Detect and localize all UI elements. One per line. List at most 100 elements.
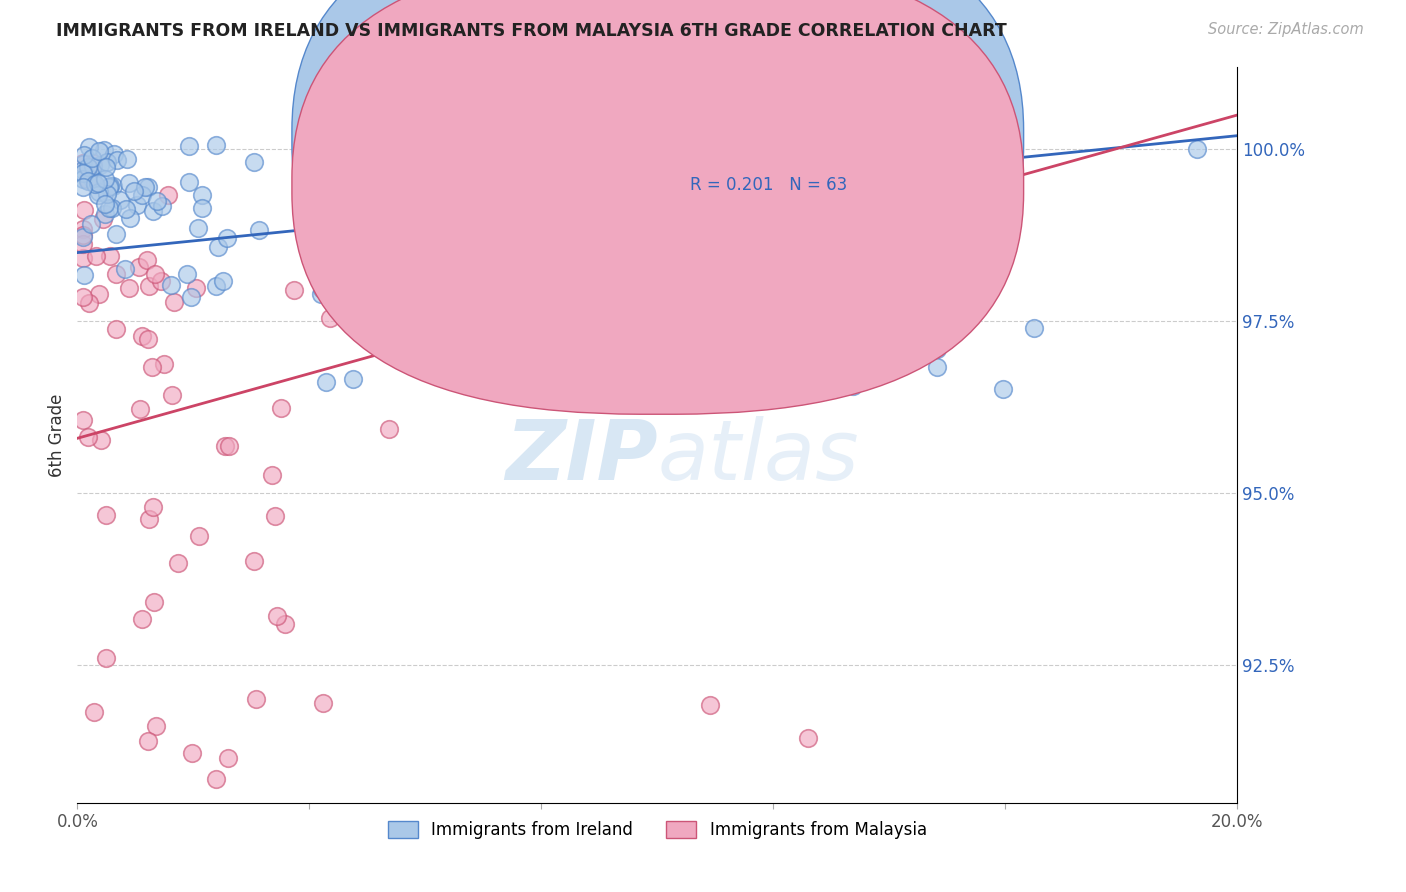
- Point: [134, 179, 156, 194]
- Point: [993, 382, 1015, 396]
- Text: R = 0.201   N = 63: R = 0.201 N = 63: [689, 177, 846, 194]
- Point: [105, 267, 128, 281]
- Point: [82, 151, 104, 165]
- Point: [73, 147, 96, 161]
- Point: [176, 267, 198, 281]
- Point: [131, 329, 153, 343]
- Point: [91, 211, 114, 226]
- Point: [97, 201, 120, 215]
- Point: [157, 187, 180, 202]
- Point: [314, 263, 336, 277]
- Point: [83, 178, 105, 192]
- Point: [378, 422, 401, 436]
- Point: [422, 212, 444, 227]
- Point: [120, 211, 142, 226]
- Point: [77, 296, 100, 310]
- Point: [927, 359, 949, 374]
- Point: [927, 342, 949, 356]
- Text: Source: ZipAtlas.com: Source: ZipAtlas.com: [1208, 22, 1364, 37]
- Point: [105, 153, 128, 167]
- Point: [77, 172, 100, 186]
- Point: [96, 186, 118, 201]
- FancyBboxPatch shape: [292, 0, 1024, 367]
- Point: [142, 500, 165, 515]
- Point: [72, 156, 94, 170]
- Point: [131, 612, 153, 626]
- Point: [72, 268, 94, 282]
- Point: [187, 221, 209, 235]
- Point: [274, 616, 297, 631]
- Point: [84, 249, 107, 263]
- Point: [150, 274, 173, 288]
- FancyBboxPatch shape: [292, 0, 1024, 414]
- Point: [205, 138, 228, 153]
- Point: [72, 251, 94, 265]
- Point: [89, 157, 111, 171]
- Point: [94, 197, 117, 211]
- Point: [699, 698, 721, 713]
- Point: [311, 282, 333, 296]
- Point: [87, 286, 110, 301]
- Point: [177, 139, 200, 153]
- Point: [131, 187, 153, 202]
- Point: [247, 222, 270, 236]
- Point: [87, 188, 110, 202]
- Point: [263, 508, 285, 523]
- Point: [94, 508, 117, 522]
- Point: [309, 287, 332, 301]
- Point: [841, 379, 863, 393]
- Point: [114, 261, 136, 276]
- Point: [80, 217, 103, 231]
- Point: [103, 147, 125, 161]
- Point: [245, 691, 267, 706]
- Point: [122, 184, 145, 198]
- Point: [160, 278, 183, 293]
- Point: [93, 143, 115, 157]
- Point: [98, 179, 121, 194]
- Point: [207, 239, 229, 253]
- Point: [1185, 143, 1208, 157]
- Point: [1024, 321, 1046, 335]
- Point: [125, 197, 148, 211]
- Point: [118, 281, 141, 295]
- Point: [82, 155, 104, 169]
- Point: [94, 160, 117, 174]
- Point: [190, 187, 212, 202]
- FancyBboxPatch shape: [612, 81, 948, 221]
- Point: [72, 166, 94, 180]
- Point: [141, 360, 163, 375]
- Point: [77, 174, 100, 188]
- Point: [117, 176, 139, 190]
- Legend: Immigrants from Ireland, Immigrants from Malaysia: Immigrants from Ireland, Immigrants from…: [381, 814, 934, 846]
- Point: [72, 236, 94, 251]
- Point: [319, 310, 342, 325]
- Point: [94, 650, 117, 665]
- Point: [77, 430, 100, 444]
- Point: [82, 159, 104, 173]
- Point: [205, 278, 228, 293]
- Point: [283, 284, 305, 298]
- Point: [79, 139, 101, 153]
- Point: [177, 176, 200, 190]
- Point: [96, 155, 118, 169]
- Point: [167, 556, 190, 570]
- Point: [180, 290, 202, 304]
- Point: [217, 231, 239, 245]
- Point: [262, 468, 284, 483]
- Point: [72, 228, 94, 243]
- Point: [150, 199, 173, 213]
- Y-axis label: 6th Grade: 6th Grade: [48, 393, 66, 476]
- Point: [72, 413, 94, 427]
- Point: [243, 155, 266, 169]
- Text: R = 0.391   N = 81: R = 0.391 N = 81: [689, 128, 846, 146]
- Point: [104, 227, 127, 241]
- Point: [136, 734, 159, 748]
- Point: [72, 163, 94, 178]
- Point: [72, 290, 94, 304]
- Point: [162, 388, 184, 402]
- Point: [797, 731, 820, 746]
- Point: [142, 204, 165, 219]
- Point: [312, 696, 335, 710]
- Point: [98, 178, 121, 193]
- Point: [87, 185, 110, 199]
